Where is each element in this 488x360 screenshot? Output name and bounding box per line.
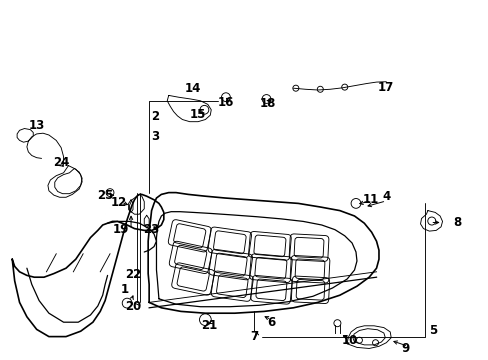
Text: 13: 13 (28, 119, 45, 132)
Text: 6: 6 (267, 316, 275, 329)
Text: 22: 22 (124, 268, 141, 281)
Text: 10: 10 (341, 334, 357, 347)
Text: 20: 20 (125, 300, 142, 313)
Text: 9: 9 (401, 342, 409, 355)
Text: 21: 21 (201, 319, 217, 332)
Text: 23: 23 (143, 223, 160, 236)
Text: 4: 4 (382, 190, 389, 203)
Text: 17: 17 (377, 81, 394, 94)
Text: 14: 14 (184, 82, 201, 95)
Text: 12: 12 (110, 196, 126, 209)
Text: 16: 16 (217, 96, 234, 109)
Text: 8: 8 (452, 216, 460, 229)
Text: 5: 5 (428, 324, 436, 337)
Text: 25: 25 (97, 189, 113, 202)
Text: 15: 15 (189, 108, 206, 121)
Text: 2: 2 (151, 111, 159, 123)
Text: 18: 18 (259, 97, 276, 110)
Text: 7: 7 (250, 330, 258, 343)
Text: 24: 24 (53, 156, 69, 169)
Text: 3: 3 (151, 130, 159, 143)
Text: 1: 1 (121, 283, 128, 296)
Text: 11: 11 (362, 193, 378, 206)
Text: 19: 19 (113, 223, 129, 236)
